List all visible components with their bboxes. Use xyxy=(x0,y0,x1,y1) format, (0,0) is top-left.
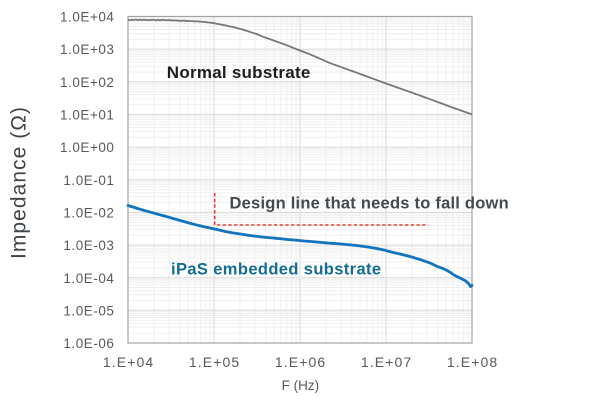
svg-text:1.0E-06: 1.0E-06 xyxy=(63,336,114,351)
svg-text:1.0E-02: 1.0E-02 xyxy=(63,206,114,221)
svg-text:1.0E+02: 1.0E+02 xyxy=(60,75,115,90)
svg-text:1.0E+03: 1.0E+03 xyxy=(60,42,115,57)
svg-text:F (Hz): F (Hz) xyxy=(282,378,320,393)
svg-text:1.E+08: 1.E+08 xyxy=(447,354,498,370)
svg-text:1.E+05: 1.E+05 xyxy=(189,354,240,370)
svg-text:1.0E-05: 1.0E-05 xyxy=(63,303,114,318)
svg-text:Design line that needs to fall: Design line that needs to fall down xyxy=(230,194,509,212)
svg-text:1.0E+01: 1.0E+01 xyxy=(60,108,115,123)
svg-text:1.E+04: 1.E+04 xyxy=(103,354,154,370)
svg-text:iPaS embedded substrate: iPaS embedded substrate xyxy=(171,260,381,278)
svg-text:1.0E-01: 1.0E-01 xyxy=(63,173,114,188)
svg-text:Normal substrate: Normal substrate xyxy=(167,63,311,82)
svg-text:1.E+07: 1.E+07 xyxy=(361,354,412,370)
svg-text:1.0E-03: 1.0E-03 xyxy=(63,238,114,253)
svg-text:1.0E-04: 1.0E-04 xyxy=(63,271,114,286)
svg-text:1.E+06: 1.E+06 xyxy=(275,354,326,370)
svg-text:1.0E+04: 1.0E+04 xyxy=(60,10,115,25)
svg-text:1.0E+00: 1.0E+00 xyxy=(60,140,115,155)
svg-text:Impedance (Ω): Impedance (Ω) xyxy=(8,106,31,259)
